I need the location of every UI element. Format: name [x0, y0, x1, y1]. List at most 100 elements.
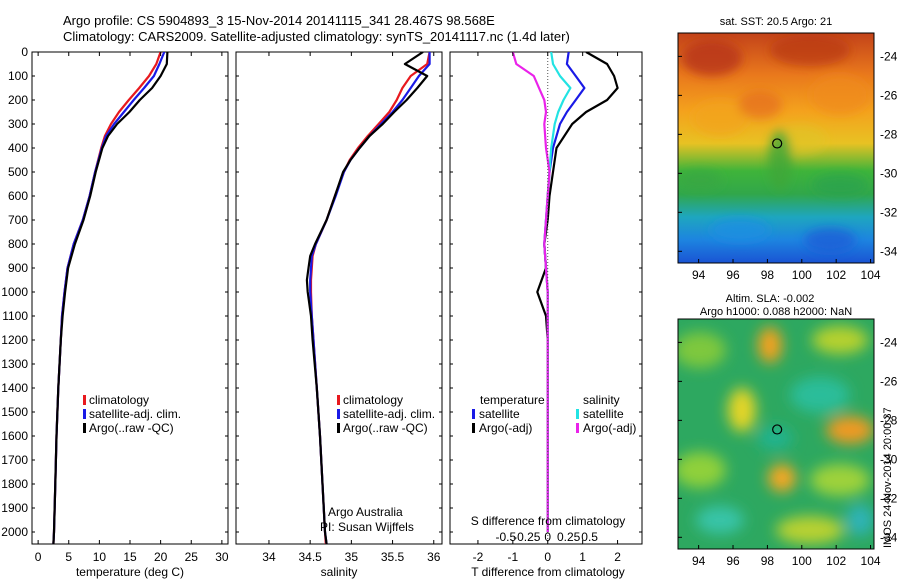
legend-swatch-satellite	[83, 409, 86, 419]
depth-tick-label: 400	[8, 141, 28, 155]
x-tick-label: 35	[345, 550, 359, 564]
credit-org: Argo Australia	[328, 505, 403, 519]
x-tick-label: 2	[614, 550, 621, 564]
sst-map-frame	[677, 32, 875, 264]
x-tick-label: 30	[215, 550, 229, 564]
credit-imos: IMOS 24-Nov-2014 20:00:37	[882, 407, 894, 548]
depth-tick-label: 1600	[1, 429, 28, 443]
sst-argo-marker	[772, 138, 783, 149]
legend-label-climatology: climatology	[343, 393, 403, 407]
series-line-1	[309, 52, 431, 544]
difference-axis-label: T difference from climatology	[471, 565, 625, 579]
sla-map	[678, 319, 874, 549]
depth-tick-label: 1800	[1, 477, 28, 491]
depth-tick-label: 900	[8, 261, 28, 275]
depth-tick-label: 1400	[1, 381, 28, 395]
legend-label-climatology: climatology	[89, 393, 149, 407]
depth-tick-label: 2000	[1, 525, 28, 539]
sst-map-title: sat. SST: 20.5 Argo: 21	[720, 16, 833, 28]
x-tick-label: 5	[65, 550, 72, 564]
depth-tick-label: 1200	[1, 333, 28, 347]
legend-swatch-climatology	[83, 395, 86, 405]
series-line-3	[52, 52, 169, 544]
sst-map	[678, 33, 874, 263]
legend-swatch-satellite	[337, 409, 340, 419]
sst-map-axes: 94 96 98 100 102 104 -24 -26 -28 -30 -32 -34	[678, 49, 898, 282]
temperature-plot	[52, 52, 169, 544]
salinity-x-axis: 34 34.5 35 35.5 36	[236, 51, 442, 564]
depth-tick-label: 1000	[1, 285, 28, 299]
difference-x-axis: -2 -1 0 1 2 -0.5-0.25 0 0.25 0.5	[450, 51, 642, 564]
depth-tick-label: 1300	[1, 357, 28, 371]
s-tick-label: -0.25	[513, 530, 541, 544]
legend-label-argo: Argo(..raw -QC)	[89, 421, 174, 435]
x-tick-label: 25	[185, 550, 199, 564]
legend-swatch-argo	[337, 423, 340, 433]
depth-tick-label: 1100	[2, 309, 28, 323]
legend-label-satellite: satellite-adj. clim.	[89, 407, 181, 421]
depth-tick-label: 200	[8, 93, 28, 107]
map-y-tick-label: -34	[880, 244, 898, 258]
legend-swatch-climatology	[337, 395, 340, 405]
map-x-tick-label: 94	[692, 268, 706, 282]
depth-tick-label: 300	[8, 117, 28, 131]
depth-tick-label: 500	[8, 165, 28, 179]
depth-tick-label: 600	[8, 189, 28, 203]
s-difference-label: S difference from climatology	[471, 514, 626, 528]
legend-swatch-argo	[83, 423, 86, 433]
x-tick-label: 0	[35, 550, 42, 564]
x-tick-label: 10	[93, 550, 107, 564]
sla-map-frame	[677, 318, 875, 550]
map-y-tick-label: -24	[880, 49, 898, 63]
legend-title-salinity: salinity	[583, 393, 620, 407]
map-y-tick-label: -28	[880, 127, 898, 141]
series-line-1	[543, 52, 586, 532]
map-y-tick-label: -32	[880, 205, 898, 219]
series-line-4	[511, 52, 551, 532]
series-line-3	[305, 52, 429, 544]
map-y-tick-label: -34	[880, 530, 898, 544]
temperature-panel-frame	[31, 51, 229, 545]
series-line-2	[536, 52, 619, 532]
map-x-tick-label: 96	[726, 268, 740, 282]
map-y-tick-label: -26	[880, 88, 898, 102]
sla-map-title: Altim. SLA: -0.002	[726, 293, 815, 305]
depth-axis: 0 100 200 300 400 500 600 700 800 900 1000 1100 1200…	[1, 45, 28, 539]
map-x-tick-label: 98	[761, 268, 775, 282]
credit-pi: PI: Susan Wijffels	[320, 520, 414, 534]
temperature-x-axis: 0 5 10 15 20 25 30	[32, 51, 229, 564]
legend-label-t-satellite: satellite	[479, 407, 520, 421]
legend-title-temperature: temperature	[480, 393, 545, 407]
salinity-plot	[305, 52, 431, 544]
s-tick-label: 0	[544, 530, 551, 544]
x-tick-label: 34.5	[298, 550, 322, 564]
x-tick-label: -2	[473, 550, 484, 564]
map-x-tick-label: 102	[826, 268, 846, 282]
map-x-tick-label: 98	[761, 554, 775, 568]
x-tick-label: 36	[427, 550, 441, 564]
depth-tick-label: 100	[8, 69, 28, 83]
sla-map-axes: 94 96 98 100 102 104 -24 -26 -28 -30 -32 -34	[678, 335, 898, 568]
map-y-tick-label: -32	[880, 491, 898, 505]
map-x-tick-label: 100	[792, 554, 812, 568]
map-x-tick-label: 104	[861, 554, 881, 568]
legend-swatch-t-argo	[472, 423, 475, 433]
legend-label-s-argo: Argo(-adj)	[583, 421, 636, 435]
header-line-1: Argo profile: CS 5904893_3 15-Nov-2014 2…	[63, 13, 495, 28]
legend-swatch-s-argo	[576, 423, 579, 433]
temperature-legend: climatology satellite-adj. clim. Argo(..…	[83, 393, 181, 435]
depth-tick-label: 700	[8, 213, 28, 227]
salinity-axis-label: salinity	[321, 565, 358, 579]
depth-tick-label: 1700	[1, 453, 28, 467]
difference-panel-frame	[449, 51, 643, 545]
map-x-tick-label: 102	[826, 554, 846, 568]
series-line-1	[52, 52, 162, 544]
difference-plot	[511, 52, 619, 544]
x-tick-label: 20	[154, 550, 168, 564]
depth-tick-label: 1900	[1, 501, 28, 515]
map-x-tick-label: 100	[792, 268, 812, 282]
depth-tick-label: 0	[21, 45, 28, 59]
x-tick-label: 34	[262, 550, 276, 564]
x-tick-label: 15	[123, 550, 137, 564]
sla-argo-marker	[772, 424, 783, 435]
